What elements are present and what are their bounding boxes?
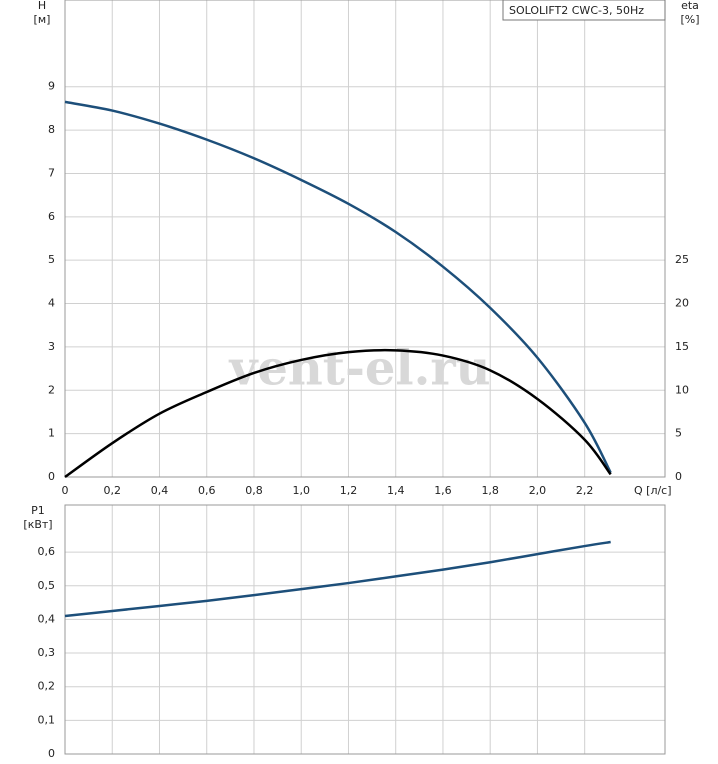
y2-tick-label: 20 (675, 297, 689, 310)
x-tick-label: 0 (62, 484, 69, 497)
curve (64, 348, 612, 479)
y-tick-label: 6 (48, 210, 55, 223)
y-axis-unit: [кВт] (23, 518, 52, 531)
x-tick-label: 0,4 (151, 484, 169, 497)
y-tick-label: 0 (48, 470, 55, 483)
curve (64, 540, 611, 618)
y-tick-label: 0,5 (38, 579, 56, 592)
y-tick-label: 0 (48, 747, 55, 760)
y-tick-label: 0,3 (38, 646, 56, 659)
x-tick-label: 0,6 (198, 484, 216, 497)
x-tick-label: 1,0 (292, 484, 310, 497)
y-tick-label: 0,1 (38, 713, 56, 726)
y-tick-label: 0,6 (38, 545, 56, 558)
y2-axis-unit: [%] (680, 13, 699, 26)
y2-tick-label: 25 (675, 253, 689, 266)
y-tick-label: 1 (48, 427, 55, 440)
y-tick-label: 7 (48, 166, 55, 179)
curve (64, 100, 612, 474)
plot-border (64, 0, 666, 478)
x-tick-label: 1,4 (387, 484, 405, 497)
legend-title: SOLOLIFT2 CWC-3, 50Hz (509, 4, 644, 17)
y-tick-label: 4 (48, 297, 55, 310)
y2-tick-label: 5 (675, 427, 682, 440)
x-axis-label: Q [л/с] (634, 484, 672, 497)
y-tick-label: 0,2 (38, 680, 56, 693)
x-tick-label: 2,2 (576, 484, 594, 497)
y-tick-label: 3 (48, 340, 55, 353)
x-tick-label: 1,2 (340, 484, 358, 497)
y2-tick-label: 15 (675, 340, 689, 353)
x-tick-label: 1,8 (481, 484, 499, 497)
y2-tick-label: 0 (675, 470, 682, 483)
y-tick-label: 5 (48, 253, 55, 266)
y2-tick-label: 10 (675, 383, 689, 396)
legend-box (502, 0, 666, 21)
x-tick-label: 0,2 (103, 484, 121, 497)
y2-axis-label: eta (681, 0, 699, 12)
y-tick-label: 8 (48, 123, 55, 136)
x-tick-label: 1,6 (434, 484, 452, 497)
x-tick-label: 0,8 (245, 484, 263, 497)
plot-border (64, 504, 666, 755)
y-axis-label: H (38, 0, 46, 12)
y-axis-unit: [м] (34, 13, 51, 26)
y-tick-label: 2 (48, 383, 55, 396)
x-tick-label: 2,0 (529, 484, 547, 497)
y-axis-label: P1 (31, 504, 45, 517)
y-tick-label: 9 (48, 80, 55, 93)
y-tick-label: 0,4 (38, 612, 56, 625)
